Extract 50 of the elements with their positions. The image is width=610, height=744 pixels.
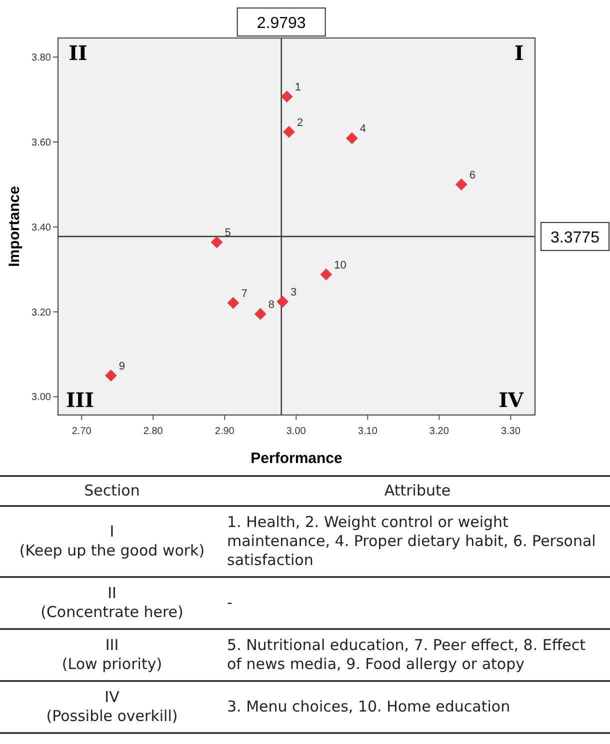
y-tick-label: 3.20 [32, 307, 52, 318]
y-tick-label: 3.60 [32, 138, 52, 149]
annotation: 1 [294, 82, 301, 94]
x-tick-label: 3.00 [286, 426, 306, 437]
point [455, 178, 468, 190]
annotation: III [66, 388, 94, 412]
text: - [227, 594, 232, 612]
ref-line-label: 3.3775 [550, 229, 600, 246]
text: I (Keep up the good work) [19, 522, 205, 560]
point [283, 126, 295, 138]
annotation: IV [498, 388, 524, 412]
text: IV (Possible overkill) [46, 688, 178, 725]
annotation: II [68, 41, 88, 65]
annotation: I [514, 41, 524, 65]
x-tick-label: 2.70 [72, 426, 92, 437]
text: Attribute [384, 482, 451, 500]
text: 3. Menu choices, 10. Home education [227, 698, 510, 716]
annotation: 8 [268, 298, 275, 311]
annotation: 3 [290, 286, 297, 299]
point [346, 132, 358, 144]
text: 1. Health, 2. Weight control or weight maintenance, 4. Proper dietary habit, 6. Personal satisfaction [227, 513, 596, 569]
y-tick-label: 3.40 [32, 222, 52, 234]
point [254, 308, 266, 320]
annotation: 10 [334, 259, 346, 272]
annotation: 9 [118, 360, 126, 373]
point [276, 296, 288, 308]
point [227, 296, 240, 309]
y-tick-label: 3.00 [32, 392, 52, 404]
text: Section [84, 482, 140, 500]
x-tick-label: 3.20 [429, 426, 450, 437]
text: III (Low priority) [62, 636, 162, 673]
text: 5. Nutritional education, 7. Peer effect, 8. Effect of news media, 9. Food allergy or atopy [227, 636, 586, 673]
annotation: 4 [360, 123, 366, 136]
text: II (Concentrate here) [40, 584, 184, 621]
point [280, 90, 293, 103]
x-tick-label: 3.10 [358, 426, 378, 437]
x-tick-label: 3.30 [500, 426, 521, 437]
annotation: 6 [469, 169, 476, 182]
annotation: 2 [296, 116, 304, 129]
x-tick-label: 2.90 [214, 426, 235, 437]
point [320, 268, 332, 280]
y-axis-title: Importance [6, 186, 23, 267]
point [104, 370, 117, 382]
point [210, 236, 223, 248]
ref-line-label: 2.9793 [256, 15, 306, 32]
annotation: 5 [224, 227, 231, 240]
y-tick-label: 3.80 [32, 52, 52, 64]
annotation: 7 [241, 288, 248, 300]
x-axis-title: Performance [250, 450, 342, 467]
x-tick-label: 2.80 [143, 426, 164, 437]
